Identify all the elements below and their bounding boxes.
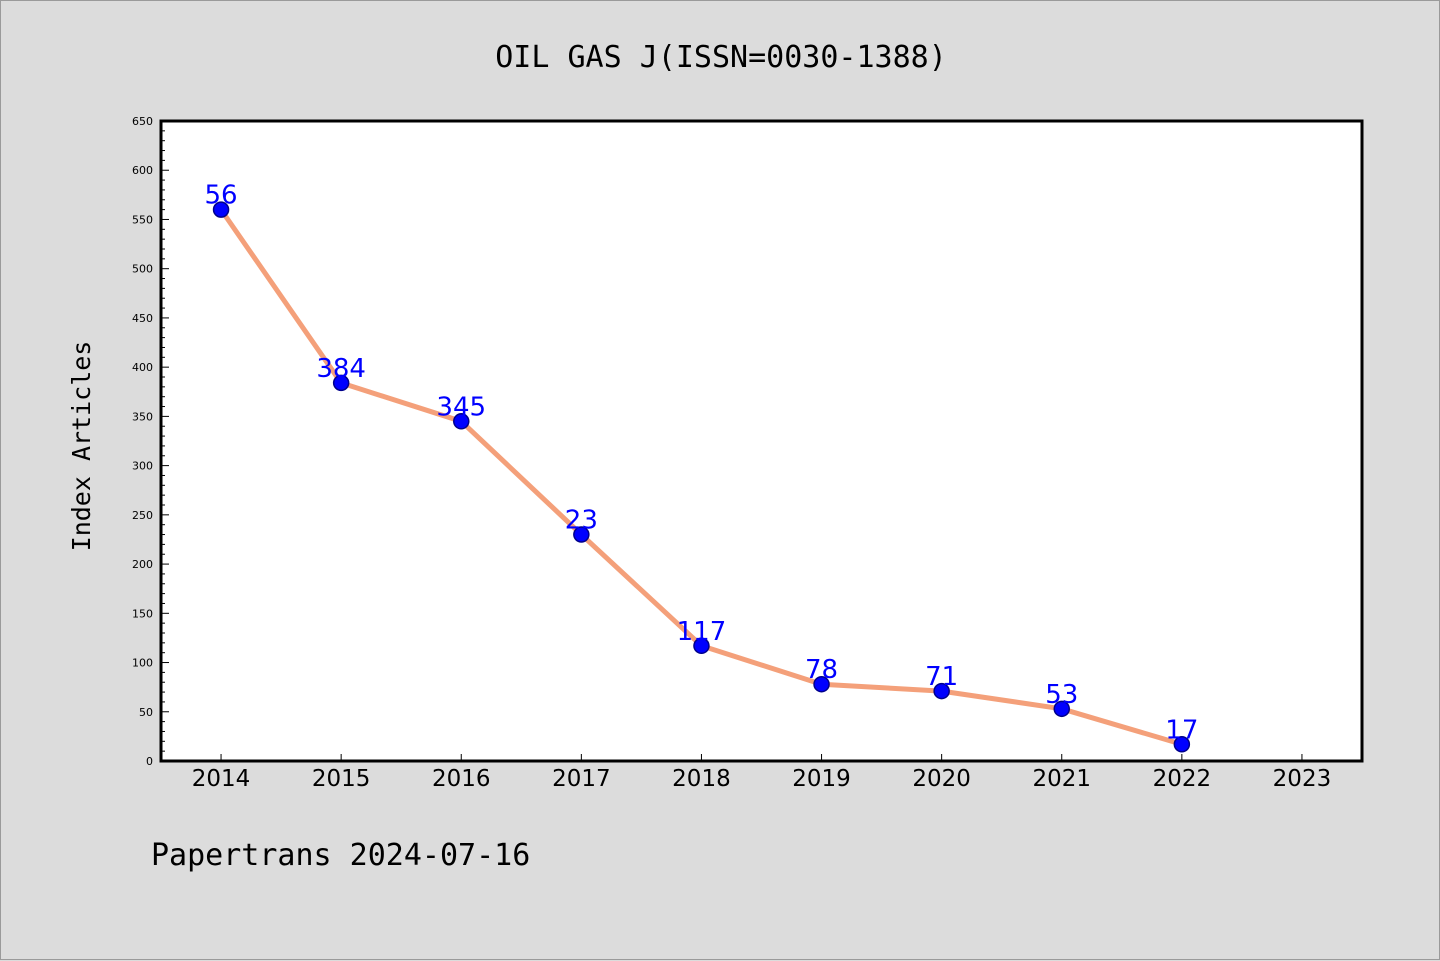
data-label: 384 <box>316 354 366 384</box>
x-tick-label: 2014 <box>192 766 251 792</box>
x-tick-label: 2018 <box>672 766 731 792</box>
chart-title: OIL GAS J(ISSN=0030-1388) <box>495 40 947 75</box>
x-tick-label: 2020 <box>912 766 971 792</box>
y-tick-label: 550 <box>132 213 153 226</box>
y-tick-label: 150 <box>132 607 153 620</box>
data-label: 17 <box>1165 715 1198 745</box>
x-tick-label: 2019 <box>792 766 851 792</box>
footer-date: Papertrans 2024-07-16 <box>151 838 530 873</box>
data-label: 117 <box>677 617 727 647</box>
y-tick-label: 600 <box>132 164 153 177</box>
data-series: 56 384 345 23 117 78 71 53 17 <box>205 181 1198 753</box>
y-tick-label: 0 <box>146 755 153 768</box>
data-point <box>933 682 950 700</box>
data-label: 345 <box>436 392 486 422</box>
x-tick-label: 2016 <box>432 766 491 792</box>
data-point <box>1173 736 1191 753</box>
y-axis: 0 50 100 150 200 250 300 350 400 450 500 550 600 650 <box>132 115 169 768</box>
x-tick-label: 2017 <box>552 766 611 792</box>
y-tick-label: 450 <box>132 312 153 325</box>
data-label: 56 <box>205 181 238 211</box>
data-point <box>453 413 470 430</box>
y-tick-label: 200 <box>132 558 153 571</box>
data-label: 78 <box>805 655 838 685</box>
data-point <box>212 201 230 218</box>
y-axis-label: Index Articles <box>67 341 96 552</box>
y-tick-label: 500 <box>132 263 153 276</box>
y-tick-label: 50 <box>139 706 153 719</box>
y-tick-label: 650 <box>132 115 153 128</box>
data-point <box>573 526 590 543</box>
x-axis: 2014 2015 2016 2017 2018 2019 2020 2021 2022 2023 <box>192 754 1331 792</box>
x-tick-label: 2022 <box>1153 766 1212 792</box>
x-tick-label: 2023 <box>1273 766 1332 792</box>
y-tick-label: 100 <box>132 657 153 670</box>
x-tick-label: 2021 <box>1032 766 1091 792</box>
data-point <box>332 374 350 392</box>
data-label: 23 <box>565 506 598 536</box>
y-tick-label: 300 <box>132 460 153 473</box>
data-point <box>693 637 710 655</box>
data-label: 53 <box>1045 680 1078 710</box>
plot-area <box>159 119 1364 763</box>
data-label: 71 <box>925 662 958 692</box>
y-tick-label: 400 <box>132 361 153 374</box>
y-tick-label: 250 <box>132 509 153 522</box>
x-tick-label: 2015 <box>312 766 371 792</box>
y-tick-label: 350 <box>132 410 153 423</box>
data-point <box>813 675 830 693</box>
data-point <box>1053 700 1070 718</box>
